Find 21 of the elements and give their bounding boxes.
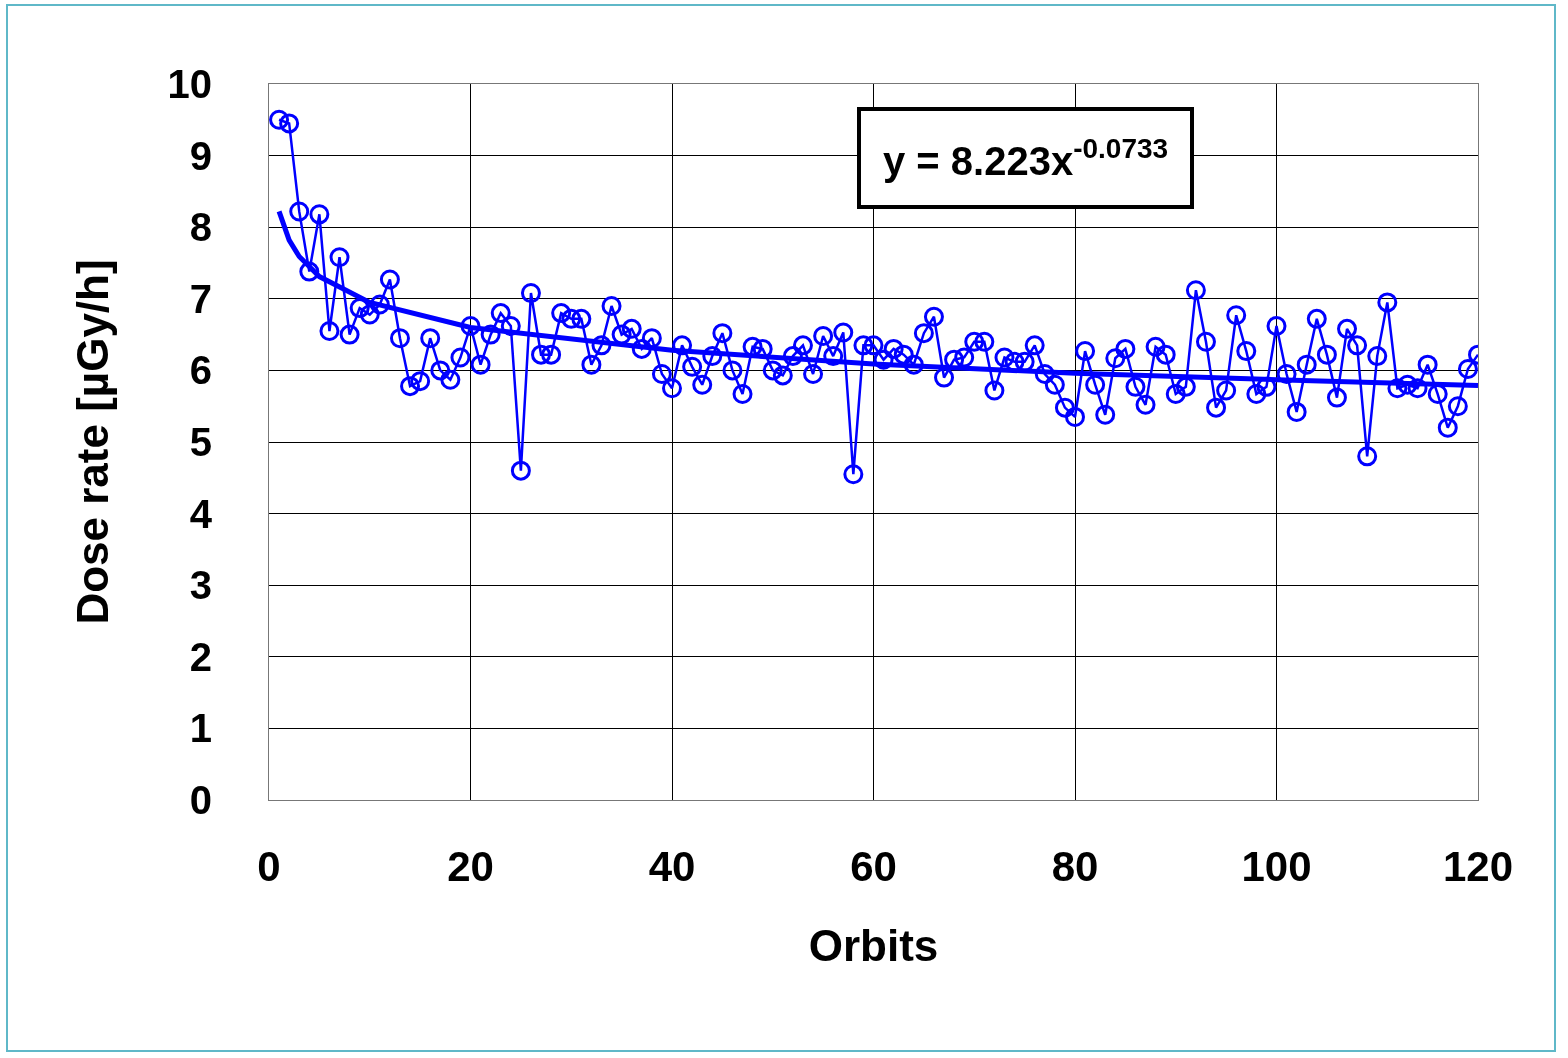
- y-tick-label: 6: [189, 348, 212, 393]
- y-tick-label: 9: [189, 133, 212, 178]
- x-tick-label: 100: [1241, 843, 1312, 891]
- y-axis-title: Dose rate [µGy/h]: [67, 259, 117, 625]
- x-tick-label: 40: [648, 843, 696, 891]
- y-tick-label: 10: [167, 62, 212, 106]
- y-tick-label: 7: [189, 276, 212, 321]
- x-tick-label: 80: [1051, 843, 1099, 891]
- x-tick-label: 20: [447, 843, 494, 891]
- y-tick-label: 5: [189, 420, 212, 464]
- y-tick-label: 2: [189, 634, 212, 679]
- x-tick-label: 60: [850, 843, 897, 891]
- x-tick-label: 0: [257, 843, 281, 891]
- y-tick-label: 1: [189, 706, 212, 751]
- y-tick-label: 3: [189, 563, 212, 608]
- y-tick-label: 4: [189, 491, 213, 536]
- x-axis-title: Orbits: [808, 920, 939, 970]
- x-tick-label: 120: [1442, 843, 1514, 891]
- y-tick-label: 8: [189, 205, 212, 250]
- y-tick-label: 0: [189, 778, 212, 822]
- annotation: y = 8.223x$^{-0.0733}$: [883, 133, 1169, 183]
